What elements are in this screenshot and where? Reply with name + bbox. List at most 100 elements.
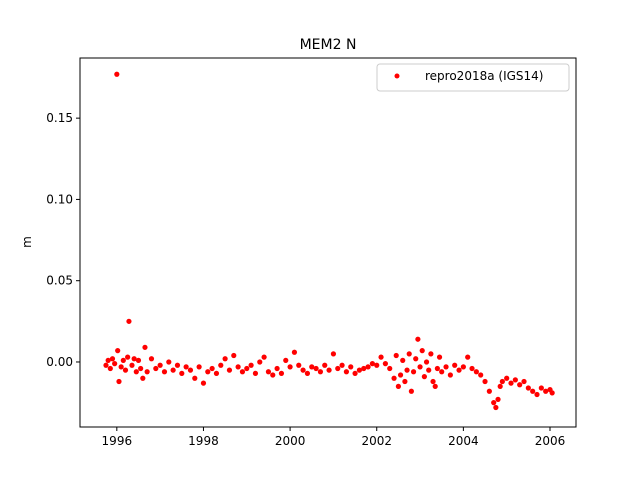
data-point bbox=[296, 362, 302, 368]
data-point bbox=[248, 362, 254, 368]
data-point bbox=[378, 354, 384, 360]
data-point bbox=[400, 357, 406, 363]
data-point bbox=[469, 365, 475, 372]
data-point bbox=[415, 336, 421, 342]
data-point bbox=[278, 370, 285, 376]
data-point bbox=[261, 354, 267, 360]
data-point bbox=[170, 367, 176, 373]
data-point bbox=[109, 356, 116, 362]
data-point bbox=[129, 362, 135, 368]
data-point bbox=[322, 362, 328, 368]
x-tick-label: 2004 bbox=[448, 434, 479, 448]
data-point bbox=[218, 362, 224, 368]
data-point bbox=[456, 367, 462, 373]
data-point bbox=[287, 364, 293, 370]
y-tick-label: 0.10 bbox=[46, 192, 73, 206]
data-point bbox=[239, 369, 246, 375]
legend-frame bbox=[376, 63, 570, 92]
x-tick-label: 2000 bbox=[275, 434, 306, 448]
data-point bbox=[192, 375, 198, 381]
data-point bbox=[179, 370, 185, 376]
data-point bbox=[495, 396, 501, 402]
data-point bbox=[493, 404, 499, 411]
data-point bbox=[428, 351, 434, 357]
data-point bbox=[348, 364, 354, 370]
data-point bbox=[213, 370, 220, 376]
data-point bbox=[419, 347, 425, 354]
data-point bbox=[521, 378, 527, 385]
legend: repro2018a (IGS14) bbox=[376, 63, 570, 92]
data-point bbox=[200, 380, 207, 386]
data-point bbox=[356, 367, 363, 373]
x-tick-label: 2006 bbox=[535, 434, 566, 448]
data-point bbox=[142, 344, 148, 350]
data-point bbox=[107, 365, 113, 372]
data-point bbox=[443, 364, 449, 370]
data-point bbox=[447, 372, 453, 378]
data-point bbox=[135, 357, 142, 363]
data-point bbox=[304, 370, 311, 376]
data-point bbox=[534, 391, 540, 398]
data-point bbox=[439, 369, 445, 375]
x-tick-label: 2002 bbox=[361, 434, 392, 448]
data-point bbox=[148, 356, 155, 362]
data-point bbox=[452, 362, 458, 368]
data-point bbox=[499, 378, 505, 385]
data-point bbox=[120, 357, 126, 363]
data-point bbox=[138, 365, 144, 372]
legend-label: repro2018a (IGS14) bbox=[425, 69, 543, 83]
data-point bbox=[309, 364, 315, 370]
data-point bbox=[421, 374, 427, 380]
data-point bbox=[300, 367, 306, 373]
data-point bbox=[432, 383, 438, 389]
data-point bbox=[482, 378, 488, 385]
data-point bbox=[131, 356, 137, 362]
data-point bbox=[365, 364, 371, 370]
data-point bbox=[157, 362, 163, 368]
data-point bbox=[274, 365, 280, 372]
data-point bbox=[525, 385, 531, 391]
chart-title: MEM2 N bbox=[300, 37, 357, 53]
data-point bbox=[126, 318, 132, 324]
data-point bbox=[504, 375, 510, 381]
data-point bbox=[517, 382, 523, 388]
data-point bbox=[144, 369, 150, 375]
data-point bbox=[402, 378, 408, 385]
data-point bbox=[491, 400, 497, 406]
data-point bbox=[205, 369, 211, 375]
data-point bbox=[549, 390, 555, 396]
x-tick-label: 1998 bbox=[188, 434, 219, 448]
data-point bbox=[369, 361, 376, 367]
data-point bbox=[291, 349, 298, 355]
data-point bbox=[397, 372, 404, 378]
data-point bbox=[387, 365, 393, 372]
data-point bbox=[161, 369, 168, 375]
y-tick-label: 0.15 bbox=[46, 111, 73, 125]
data-point bbox=[283, 357, 289, 363]
data-point bbox=[231, 352, 237, 359]
y-tick-label: 0.00 bbox=[46, 355, 73, 369]
x-axis: 1996 1998 2000 2002 2004 2006 bbox=[102, 427, 566, 448]
data-point bbox=[343, 369, 350, 375]
data-point bbox=[335, 365, 341, 372]
data-point bbox=[174, 362, 181, 368]
data-point bbox=[122, 367, 129, 373]
data-point bbox=[317, 369, 324, 375]
data-point bbox=[508, 380, 514, 386]
data-point bbox=[408, 388, 414, 394]
legend-marker-icon bbox=[394, 73, 400, 79]
data-point bbox=[257, 359, 263, 365]
data-point bbox=[410, 369, 417, 375]
data-point bbox=[352, 370, 358, 376]
x-tick-label: 1996 bbox=[102, 434, 133, 448]
data-point bbox=[235, 364, 241, 370]
data-point bbox=[530, 388, 536, 394]
plot-frame bbox=[79, 57, 577, 428]
data-point bbox=[153, 365, 159, 372]
data-point bbox=[460, 364, 466, 370]
data-point bbox=[103, 362, 109, 368]
data-point bbox=[497, 383, 503, 389]
data-point bbox=[473, 369, 479, 375]
data-point bbox=[133, 369, 139, 375]
